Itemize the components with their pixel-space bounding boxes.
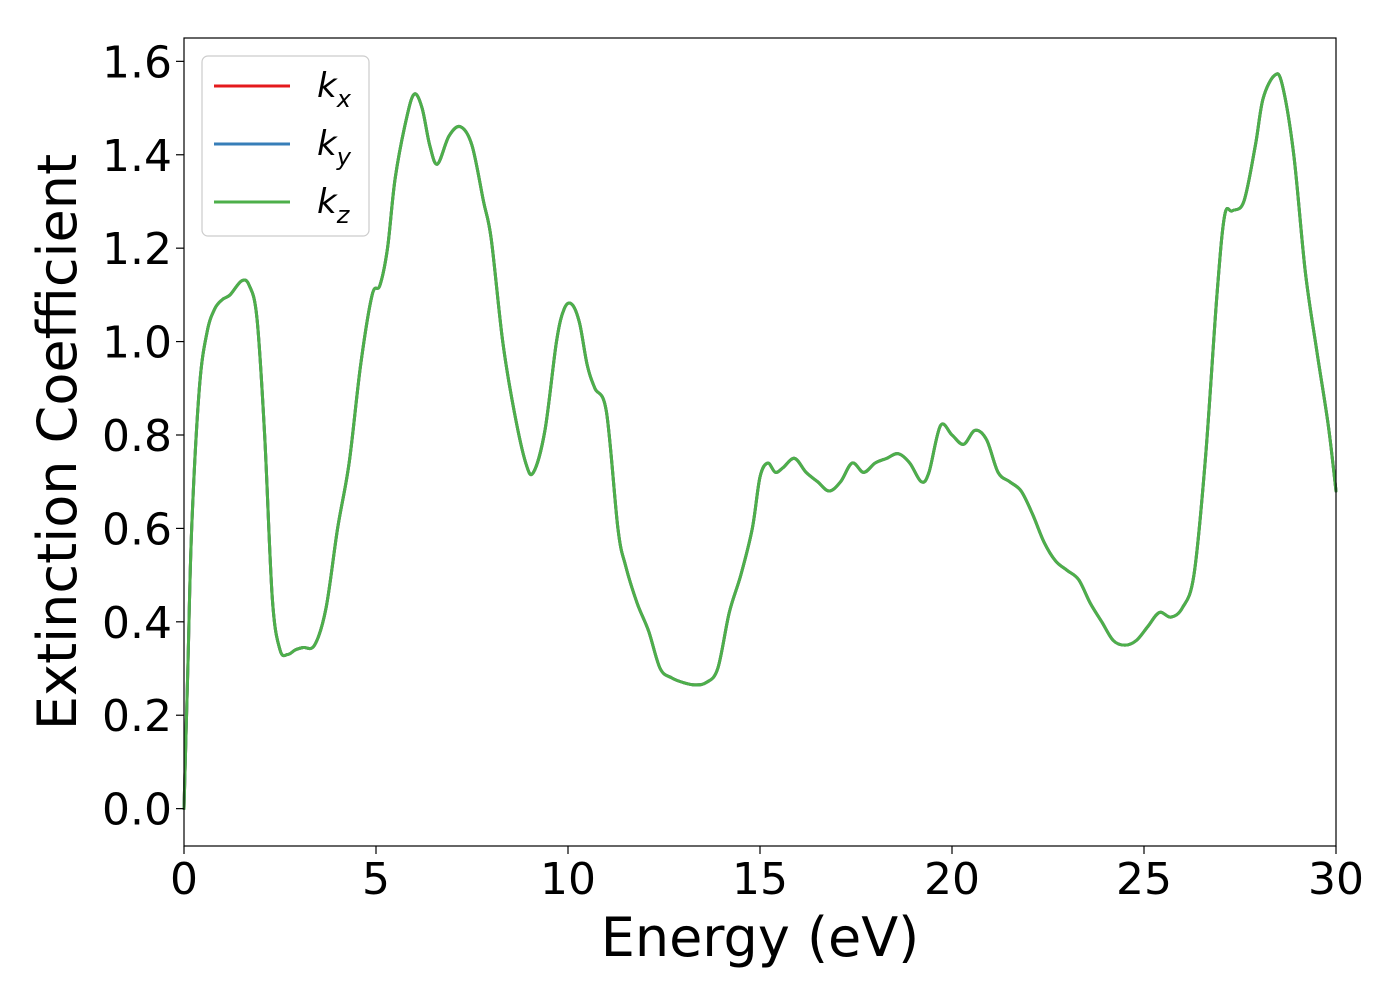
y-tick-label: 0.6 bbox=[102, 504, 172, 555]
x-tick-label: 10 bbox=[540, 854, 596, 905]
x-axis: 0 5 10 15 20 25 30 bbox=[170, 846, 1364, 905]
y-axis-label: Extinction Coefficient bbox=[26, 154, 89, 730]
legend-frame bbox=[201, 55, 370, 237]
x-axis-label: Energy (eV) bbox=[601, 906, 920, 969]
y-tick-label: 0.4 bbox=[102, 598, 172, 649]
y-tick-label: 1.0 bbox=[102, 318, 172, 369]
legend-label-x: kx bbox=[317, 66, 352, 113]
legend-label-y: ky bbox=[317, 124, 352, 171]
y-tick-label: 1.4 bbox=[102, 131, 172, 182]
x-tick-label: 15 bbox=[732, 854, 788, 905]
y-tick-label: 1.6 bbox=[102, 37, 172, 88]
series-line-z bbox=[182, 72, 1338, 811]
y-tick-label: 0.0 bbox=[102, 785, 172, 836]
series-layer bbox=[182, 72, 1338, 811]
legend: kx ky kz bbox=[201, 55, 370, 237]
y-tick-label: 0.8 bbox=[102, 411, 172, 462]
y-tick-label: 0.2 bbox=[102, 691, 172, 742]
x-tick-label: 20 bbox=[924, 854, 980, 905]
x-tick-label: 25 bbox=[1116, 854, 1172, 905]
legend-label-z: kz bbox=[317, 182, 351, 229]
x-tick-label: 0 bbox=[170, 854, 198, 905]
y-tick-label: 1.2 bbox=[102, 224, 172, 275]
x-tick-label: 5 bbox=[362, 854, 390, 905]
x-tick-label: 30 bbox=[1308, 854, 1364, 905]
y-axis: 0.0 0.2 0.4 0.6 0.8 1.0 1.2 1.4 1.6 bbox=[102, 37, 184, 836]
